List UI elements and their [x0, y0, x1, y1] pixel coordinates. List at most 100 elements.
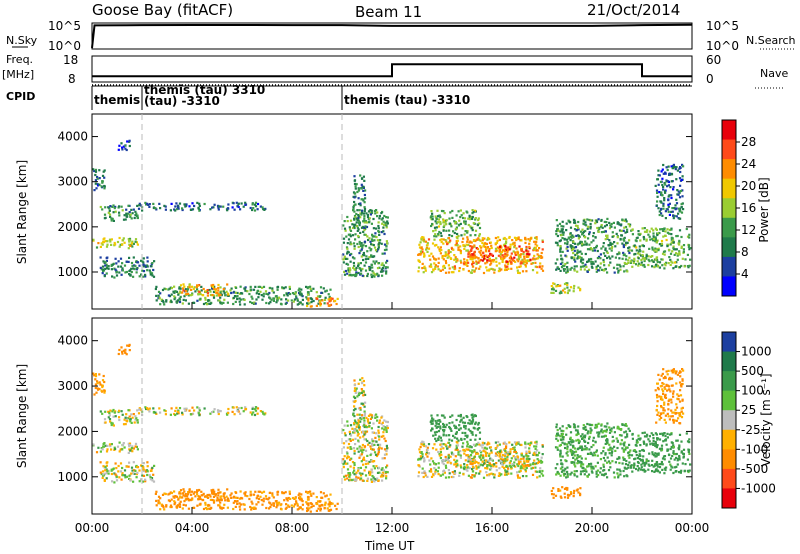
data-cell: [476, 452, 480, 455]
data-cell: [106, 448, 109, 451]
data-cell: [600, 473, 604, 476]
data-cell: [533, 463, 537, 466]
data-cell: [381, 270, 384, 273]
data-cell: [618, 457, 621, 460]
data-cell: [376, 249, 379, 252]
data-cell: [378, 266, 381, 269]
data-cell: [96, 387, 99, 390]
data-cell: [262, 500, 265, 503]
data-cell: [481, 255, 484, 259]
data-cell: [474, 229, 478, 232]
data-cell: [111, 217, 114, 220]
data-cell: [527, 238, 530, 241]
data-cell: [448, 425, 451, 429]
data-cell: [617, 269, 620, 272]
data-cell: [380, 468, 383, 471]
data-cell: [535, 257, 538, 260]
data-cell: [505, 240, 508, 243]
data-cell: [628, 453, 631, 457]
data-cell: [559, 254, 563, 257]
data-cell: [357, 421, 360, 424]
data-cell: [316, 502, 319, 506]
data-cell: [459, 420, 462, 423]
data-cell: [442, 229, 445, 232]
data-cell: [310, 289, 313, 292]
data-cell: [103, 187, 106, 190]
data-cell: [381, 222, 384, 225]
data-cell: [424, 240, 428, 243]
data-cell: [589, 427, 592, 430]
data-cell: [418, 243, 421, 246]
data-cell: [649, 255, 652, 258]
data-cell: [370, 480, 373, 483]
data-cell: [474, 460, 477, 463]
data-cell: [101, 470, 105, 473]
data-cell: [440, 238, 443, 241]
data-cell: [175, 202, 178, 205]
data-cell: [125, 215, 128, 218]
data-cell: [478, 238, 481, 241]
data-cell: [238, 292, 241, 295]
data-cell: [572, 423, 576, 426]
data-cell: [309, 285, 312, 288]
data-cell: [244, 203, 248, 206]
data-cell: [256, 289, 260, 292]
data-cell: [105, 461, 108, 464]
data-cell: [428, 265, 431, 268]
data-cell: [555, 437, 558, 440]
data-cell: [515, 452, 518, 455]
data-cell: [474, 209, 477, 212]
data-cell: [658, 266, 661, 269]
data-cell: [158, 407, 161, 410]
data-cell: [654, 247, 657, 250]
data-cell: [118, 441, 121, 444]
data-cell: [364, 233, 367, 236]
data-cell: [433, 431, 437, 434]
data-cell: [585, 224, 588, 227]
data-cell: [120, 142, 123, 145]
data-cell: [364, 424, 368, 427]
data-cell: [607, 264, 611, 267]
data-cell: [468, 241, 471, 244]
data-cell: [305, 501, 308, 504]
data-cell: [580, 463, 583, 466]
data-cell: [508, 452, 511, 456]
data-cell: [344, 257, 348, 260]
data-cell: [580, 244, 584, 247]
data-cell: [558, 444, 561, 447]
data-cell: [571, 249, 574, 252]
data-cell: [357, 234, 360, 238]
data-cell: [289, 497, 292, 500]
data-cell: [619, 473, 622, 476]
data-cell: [183, 500, 186, 503]
data-cell: [355, 266, 358, 269]
data-cell: [348, 270, 351, 274]
data-cell: [347, 442, 351, 446]
data-cell: [196, 284, 199, 287]
data-cell: [190, 413, 193, 416]
data-cell: [315, 291, 318, 294]
data-cell: [492, 258, 496, 262]
data-cell: [122, 218, 126, 221]
data-cell: [105, 468, 108, 471]
data-cell: [453, 458, 456, 461]
data-cell: [122, 423, 126, 426]
data-cell: [353, 405, 356, 408]
data-cell: [382, 434, 385, 437]
data-cell: [640, 263, 643, 266]
data-cell: [418, 464, 421, 467]
data-cell: [229, 494, 232, 497]
data-cell: [106, 469, 109, 473]
data-cell: [477, 218, 480, 222]
data-cell: [217, 299, 220, 302]
data-cell: [573, 474, 576, 477]
data-cell: [560, 470, 564, 473]
data-cell: [353, 473, 356, 476]
data-cell: [130, 447, 133, 450]
data-cell: [135, 268, 138, 271]
data-cell: [528, 245, 531, 248]
data-cell: [365, 212, 368, 215]
data-cell: [355, 183, 358, 186]
data-cell: [643, 238, 646, 241]
data-cell: [467, 422, 470, 425]
